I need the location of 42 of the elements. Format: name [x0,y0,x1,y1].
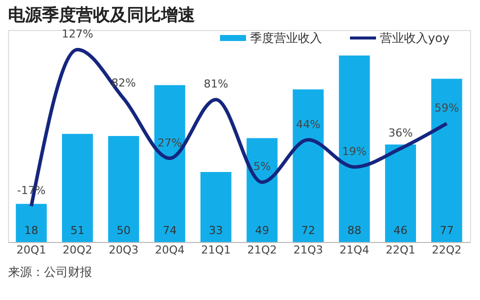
data-label: 59% [434,101,459,114]
x-tick-label: 20Q3 [108,244,138,256]
x-tick-label: 21Q1 [201,244,231,256]
legend-label: 营业收入yoy [380,31,450,45]
bar [154,85,186,242]
x-tick-label: 22Q2 [432,244,462,256]
data-label: 77 [440,224,454,237]
bar [108,136,140,242]
data-label: 127% [62,28,94,41]
data-label: 5% [253,160,271,174]
data-label: 49 [255,224,270,237]
source-note: 来源：公司财报 [8,265,92,279]
x-tick-label: 21Q2 [247,244,277,256]
x-tick-label: 20Q2 [62,244,92,256]
data-label: 46 [394,224,408,237]
data-label: 51 [70,224,84,237]
data-label: 27% [158,136,182,150]
bar [385,144,416,242]
bar [62,134,93,242]
x-tick-label: 21Q3 [293,244,324,256]
data-label: 72 [301,224,316,237]
chart-title: 电源季度营收及同比增速 [8,6,195,26]
x-tick-label: 20Q1 [16,244,46,256]
bar [431,78,462,242]
data-label: 36% [388,126,413,140]
bar [292,89,324,242]
data-label: 19% [342,144,367,158]
bar [246,138,278,242]
bar [16,204,47,242]
data-label: 81% [204,78,228,91]
x-tick-label: 22Q1 [386,244,416,256]
data-label: 88 [347,224,362,237]
data-label: 33 [208,224,223,237]
bar [338,55,370,242]
legend-label: 季度营业收入 [250,31,322,45]
data-label: 50 [116,224,131,237]
bar [200,172,232,242]
data-label: 74 [162,224,177,237]
x-tick-label: 20Q4 [154,244,185,256]
x-tick-label: 21Q4 [340,244,370,256]
data-label: 18 [24,224,38,237]
data-label: 44% [296,118,320,131]
